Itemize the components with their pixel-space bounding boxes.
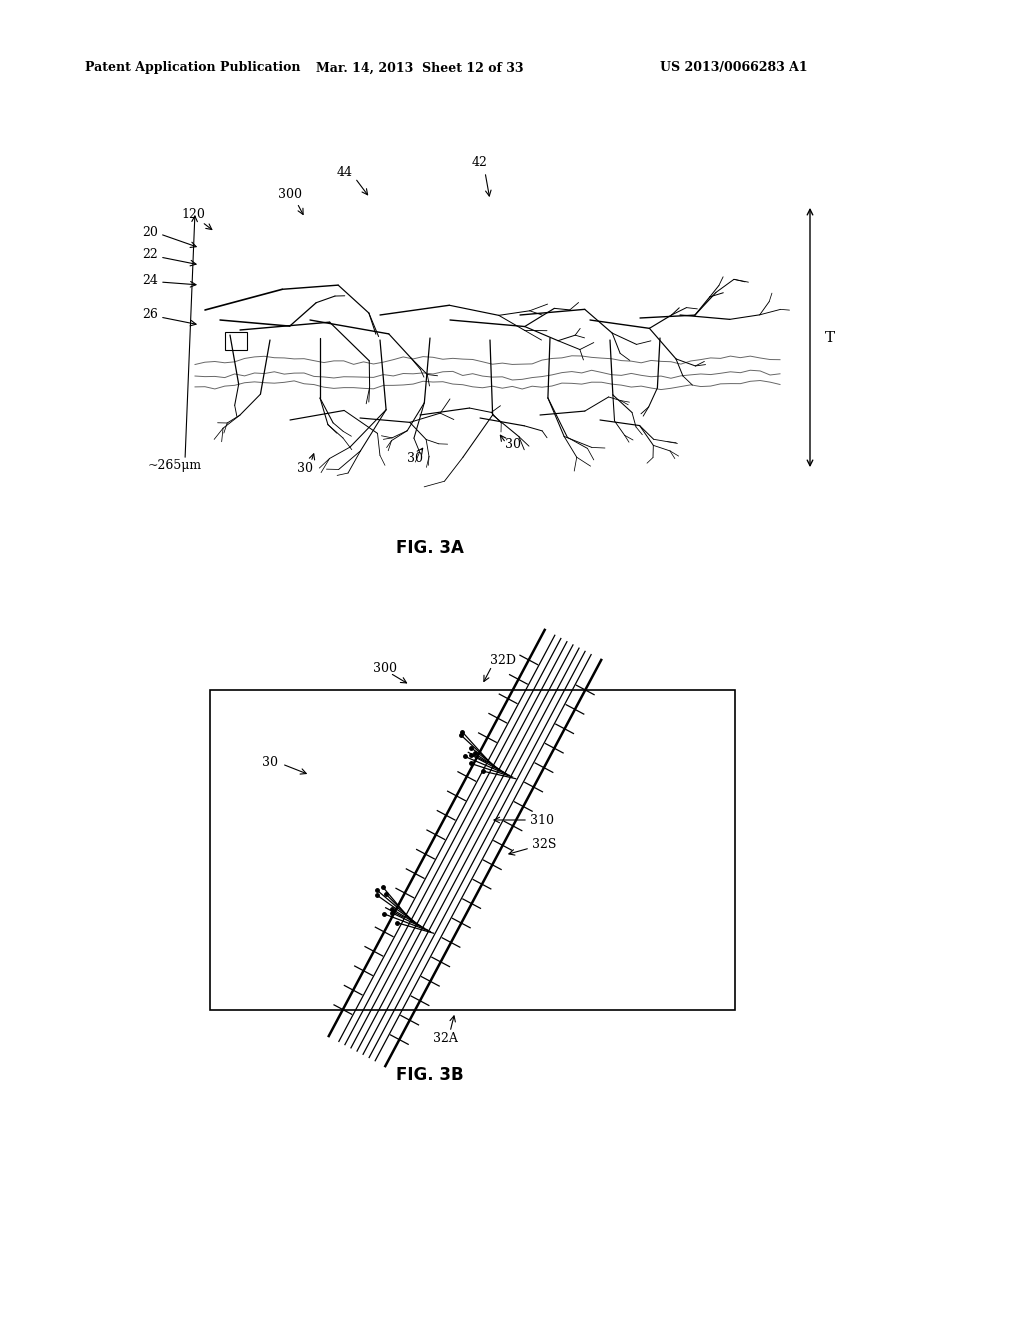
Text: US 2013/0066283 A1: US 2013/0066283 A1 <box>660 62 808 74</box>
Text: 120: 120 <box>181 209 205 222</box>
Text: 30: 30 <box>262 755 278 768</box>
Text: ~265μm: ~265μm <box>148 458 202 471</box>
Bar <box>210 690 735 1010</box>
Text: 32A: 32A <box>432 1031 458 1044</box>
Text: Patent Application Publication: Patent Application Publication <box>85 62 300 74</box>
Text: 42: 42 <box>472 157 488 169</box>
Text: 300: 300 <box>373 661 397 675</box>
Text: 24: 24 <box>142 273 158 286</box>
Text: 26: 26 <box>142 309 158 322</box>
Text: 30: 30 <box>505 438 521 451</box>
Text: 310: 310 <box>530 813 554 826</box>
Text: 30: 30 <box>297 462 313 474</box>
Text: T: T <box>825 330 836 345</box>
Text: 20: 20 <box>142 226 158 239</box>
Text: 32S: 32S <box>532 838 556 851</box>
Text: FIG. 3A: FIG. 3A <box>396 539 464 557</box>
Text: 44: 44 <box>337 165 353 178</box>
Text: 32D: 32D <box>490 653 516 667</box>
Text: 300: 300 <box>278 189 302 202</box>
Text: 22: 22 <box>142 248 158 261</box>
Text: 30: 30 <box>407 451 423 465</box>
Text: Mar. 14, 2013  Sheet 12 of 33: Mar. 14, 2013 Sheet 12 of 33 <box>316 62 523 74</box>
Text: FIG. 3B: FIG. 3B <box>396 1067 464 1084</box>
Bar <box>225 333 247 350</box>
